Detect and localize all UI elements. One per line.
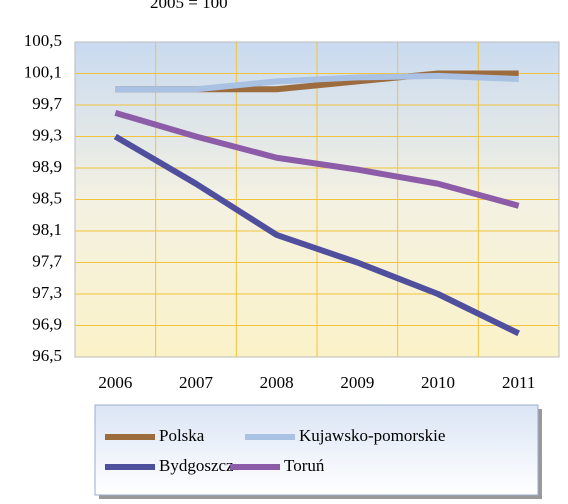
y-tick-label: 98,9 xyxy=(32,157,62,176)
chart-title: 2005 = 100 xyxy=(150,0,228,12)
series-line xyxy=(113,133,520,337)
y-tick-label: 99,3 xyxy=(32,125,62,144)
legend-label: Kujawsko-pomorskie xyxy=(299,426,445,445)
legend-label: Toruń xyxy=(284,456,325,475)
y-tick-label: 99,7 xyxy=(32,94,62,113)
x-tick-label: 2007 xyxy=(179,373,214,392)
x-tick-label: 2010 xyxy=(421,373,455,392)
y-tick-label: 100,1 xyxy=(24,62,62,81)
y-tick-label: 96,9 xyxy=(32,314,62,333)
series-line xyxy=(114,109,520,209)
x-tick-label: 2009 xyxy=(340,373,374,392)
y-tick-label: 97,7 xyxy=(32,251,62,270)
series-line xyxy=(115,72,519,93)
x-tick-label: 2011 xyxy=(502,373,535,392)
x-tick-label: 2006 xyxy=(98,373,132,392)
y-tick-label: 97,3 xyxy=(32,283,62,302)
y-tick-label: 98,1 xyxy=(32,220,62,239)
legend-label: Polska xyxy=(159,426,205,445)
legend-label: Bydgoszcz xyxy=(159,456,234,475)
legend xyxy=(94,404,539,496)
y-tick-label: 96,5 xyxy=(32,346,62,365)
y-tick-label: 98,5 xyxy=(32,188,62,207)
y-tick-label: 100,5 xyxy=(24,31,62,50)
x-tick-label: 2008 xyxy=(260,373,294,392)
